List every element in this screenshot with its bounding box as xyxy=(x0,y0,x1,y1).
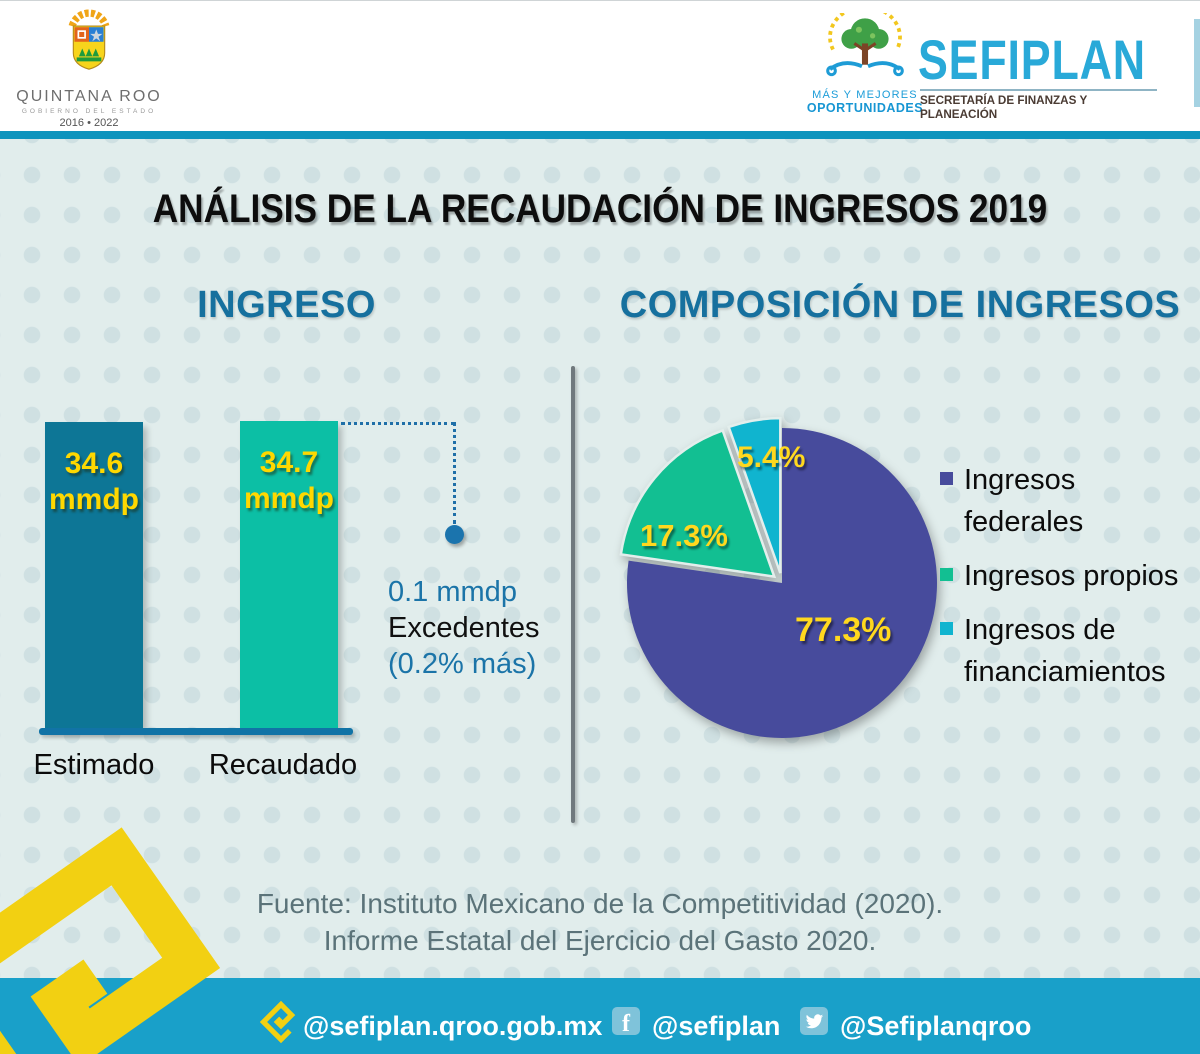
connector-endpoint-dot xyxy=(445,525,464,544)
bar-chart-baseline xyxy=(39,728,353,735)
header: QUINTANA ROO GOBIERNO DEL ESTADO 2016 • … xyxy=(0,1,1200,131)
page-title: ANÁLISIS DE LA RECAUDACIÓN DE INGRESOS 2… xyxy=(152,187,1048,231)
bar-estimado: 34.6 mmdp xyxy=(45,422,143,728)
pie-slice-1 xyxy=(619,428,777,579)
bar-label-recaudado: Recaudado xyxy=(208,749,358,781)
pie-percent-financiamientos: 5.4% xyxy=(737,441,806,474)
annotation-amount: 0.1 mmdp xyxy=(388,576,517,608)
quintana-roo-period: 2016 • 2022 xyxy=(59,117,119,129)
bar-recaudado-unit: mmdp xyxy=(244,482,334,515)
bar-label-estimado: Estimado xyxy=(33,749,155,781)
annotation-percent: (0.2% más) xyxy=(388,648,537,680)
legend-item-0: Ingresos federales xyxy=(940,459,1190,543)
bar-chart-title: INGRESO xyxy=(197,284,376,326)
pie-percent-federales: 77.3% xyxy=(795,611,892,649)
dotted-connector-vertical xyxy=(453,422,456,524)
twitter-handle[interactable]: @Sefiplanqroo xyxy=(840,1011,1032,1041)
greca-icon xyxy=(259,1000,296,1044)
bar-estimado-unit: mmdp xyxy=(49,483,139,516)
header-edge-strip xyxy=(1194,19,1200,107)
pie-chart xyxy=(619,416,937,738)
website-link[interactable]: @sefiplan.qroo.gob.mx xyxy=(303,1011,603,1041)
header-separator xyxy=(0,131,1200,139)
sefiplan-tree-logo: MÁS Y MEJORES OPORTUNIDADES xyxy=(800,4,930,115)
pie-slice-0 xyxy=(627,428,937,738)
sefiplan-motto-line1: MÁS Y MEJORES xyxy=(812,89,918,101)
pie-slice-2 xyxy=(727,416,782,574)
pie-chart-title: COMPOSICIÓN DE INGRESOS xyxy=(619,284,1181,326)
pie-legend: Ingresos federales Ingresos propios Ingres… xyxy=(940,459,1190,705)
facebook-f-glyph: f xyxy=(622,1010,630,1037)
dotted-background xyxy=(0,139,1200,978)
section-divider xyxy=(571,366,575,823)
source-line1: Fuente: Instituto Mexicano de la Competi… xyxy=(256,888,944,919)
greca-decoration-icon xyxy=(0,827,221,1054)
legend-label: Ingresos de financiamientos xyxy=(964,614,1166,688)
quintana-roo-government: GOBIERNO DEL ESTADO xyxy=(21,108,157,115)
excess-annotation: 0.1 mmdp Excedentes (0.2% más) xyxy=(388,574,568,682)
sefiplan-secretary: SECRETARÍA DE FINANZAS Y PLANEACIÓN xyxy=(920,93,1088,121)
tree-icon xyxy=(826,4,904,77)
dotted-connector-horizontal xyxy=(341,422,455,425)
legend-item-1: Ingresos propios xyxy=(940,555,1190,597)
facebook-handle[interactable]: @sefiplan xyxy=(652,1011,781,1041)
bar-recaudado-value: 34.7 mmdp xyxy=(240,421,338,517)
quintana-roo-name: QUINTANA ROO xyxy=(16,88,162,105)
twitter-bird-glyph xyxy=(805,1013,823,1028)
legend-item-2: Ingresos de financiamientos xyxy=(940,609,1190,693)
legend-swatch-icon xyxy=(940,568,953,581)
bar-estimado-number: 34.6 xyxy=(64,447,124,480)
twitter-icon[interactable] xyxy=(800,1007,828,1035)
legend-swatch-icon xyxy=(940,472,953,485)
pie-percent-propios: 17.3% xyxy=(640,518,728,553)
bar-estimado-value: 34.6 mmdp xyxy=(45,422,143,518)
footer-bar xyxy=(0,978,1200,1054)
source-line2: Informe Estatal del Ejercicio del Gasto … xyxy=(323,925,877,956)
facebook-icon[interactable]: f xyxy=(612,1007,640,1037)
sefiplan-wordmark: SEFIPLAN xyxy=(918,28,1146,91)
sefiplan-rule xyxy=(920,89,1157,91)
annotation-label: Excedentes xyxy=(388,612,540,644)
source-note: Fuente: Instituto Mexicano de la Competi… xyxy=(0,885,1200,959)
bar-recaudado: 34.7 mmdp xyxy=(240,421,338,728)
legend-swatch-icon xyxy=(940,622,953,635)
quintana-roo-shield-icon xyxy=(68,9,110,70)
bar-recaudado-number: 34.7 xyxy=(259,446,319,479)
legend-label: Ingresos propios xyxy=(964,560,1179,592)
legend-label: Ingresos federales xyxy=(964,464,1084,538)
quintana-roo-logo: QUINTANA ROO GOBIERNO DEL ESTADO 2016 • … xyxy=(14,7,164,129)
sefiplan-motto-line2: OPORTUNIDADES xyxy=(806,101,924,115)
